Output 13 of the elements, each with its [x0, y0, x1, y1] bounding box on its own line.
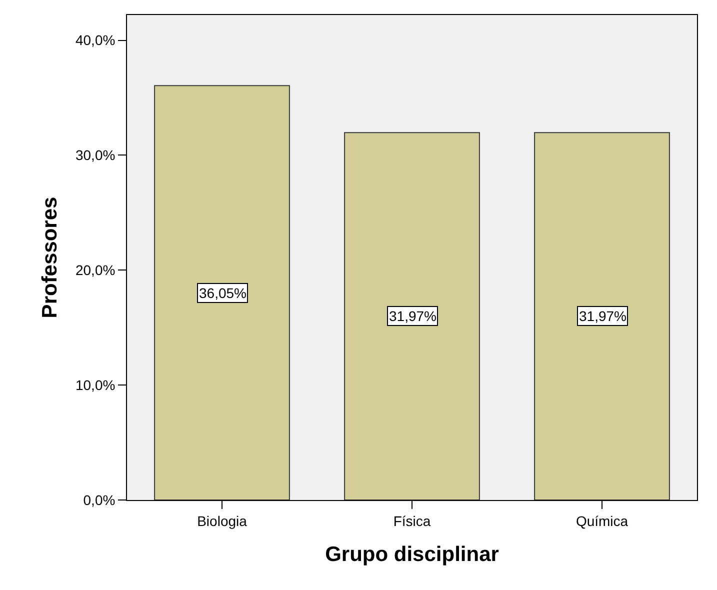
data-label: 31,97% [389, 308, 436, 324]
y-tick-label: 0,0% [83, 492, 116, 508]
y-tick-label: 10,0% [75, 376, 116, 393]
x-tick-label: Biologia [197, 512, 248, 529]
data-label: 31,97% [579, 308, 626, 324]
x-tick-label: Química [576, 512, 628, 529]
y-tick-label: 30,0% [75, 147, 116, 164]
data-label: 36,05% [199, 285, 246, 301]
y-axis-title: Professores [38, 196, 62, 318]
y-tick-label: 20,0% [75, 262, 116, 278]
x-axis-title: Grupo disciplinar [325, 543, 499, 566]
x-tick-label: Física [393, 512, 431, 529]
y-tick-label: 40,0% [75, 32, 116, 48]
